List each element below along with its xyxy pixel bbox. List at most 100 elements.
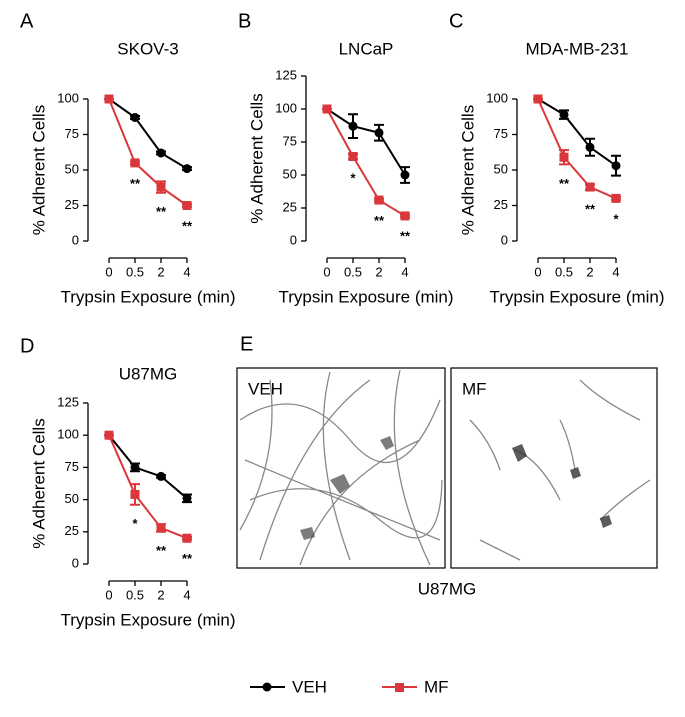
x-axis-label: Trypsin Exposure (min) — [278, 287, 453, 306]
y-tick-label: 25 — [283, 199, 297, 214]
x-tick-label: 0.5 — [126, 587, 144, 602]
x-tick-label: 2 — [157, 264, 164, 279]
point — [400, 170, 410, 180]
significance: ** — [182, 551, 193, 566]
point — [611, 193, 621, 203]
point — [156, 471, 166, 481]
y-tick-label: 0 — [72, 555, 79, 570]
point — [374, 128, 384, 138]
x-tick-label: 0 — [105, 264, 112, 279]
y-tick-label: 0 — [501, 232, 508, 247]
y-axis-label: % Adherent Cells — [29, 418, 48, 548]
x-axis-label: Trypsin Exposure (min) — [60, 287, 235, 306]
y-tick-label: 100 — [57, 90, 79, 105]
legend: VEH MF — [250, 677, 449, 696]
micrograph-veh — [236, 367, 446, 569]
x-tick-label: 0.5 — [344, 264, 362, 279]
x-tick-label: 0.5 — [126, 264, 144, 279]
series-line — [326, 108, 406, 176]
point — [156, 182, 166, 192]
x-tick-label: 0 — [323, 264, 330, 279]
panel-letter: B — [238, 10, 251, 32]
significance: ** — [400, 229, 411, 244]
x-tick-label: 2 — [586, 264, 593, 279]
significance: ** — [156, 204, 167, 219]
x-axis-label: Trypsin Exposure (min) — [489, 287, 664, 306]
point — [156, 148, 166, 158]
point — [156, 523, 166, 533]
y-tick-label: 25 — [494, 197, 508, 212]
point — [585, 142, 595, 152]
point — [104, 430, 114, 440]
series-line — [108, 434, 188, 500]
significance: ** — [374, 213, 385, 228]
significance: * — [350, 171, 356, 186]
legend-marker — [395, 683, 404, 692]
point — [182, 164, 192, 174]
x-tick-label: 2 — [157, 587, 164, 602]
series-line — [326, 108, 406, 217]
significance: ** — [182, 218, 193, 233]
image-label: MF — [462, 379, 487, 398]
legend-label: VEH — [292, 677, 327, 696]
point — [559, 110, 569, 120]
y-tick-label: 75 — [283, 133, 297, 148]
significance: ** — [130, 176, 141, 191]
y-axis-label: % Adherent Cells — [247, 93, 266, 223]
legend-marker — [262, 682, 272, 692]
panel-letter: C — [449, 10, 463, 32]
chart-title: U87MG — [119, 364, 178, 383]
y-axis-label: % Adherent Cells — [458, 105, 477, 235]
series-line — [537, 98, 617, 167]
image-caption: U87MG — [418, 579, 477, 598]
point — [348, 152, 358, 162]
significance: ** — [156, 543, 167, 558]
point — [182, 493, 192, 503]
y-tick-label: 50 — [65, 161, 79, 176]
chart-title: SKOV-3 — [117, 39, 178, 58]
point — [400, 211, 410, 221]
point — [559, 152, 569, 162]
y-tick-label: 125 — [275, 67, 297, 82]
point — [130, 462, 140, 472]
y-tick-label: 100 — [486, 90, 508, 105]
chart-title: MDA-MB-231 — [526, 39, 629, 58]
legend-label: MF — [424, 677, 449, 696]
y-tick-label: 50 — [494, 161, 508, 176]
y-tick-label: 0 — [72, 232, 79, 247]
y-tick-label: 100 — [275, 100, 297, 115]
x-tick-label: 0 — [105, 587, 112, 602]
x-tick-label: 4 — [401, 264, 408, 279]
x-tick-label: 2 — [375, 264, 382, 279]
series-line — [108, 98, 188, 170]
point — [182, 533, 192, 543]
y-tick-label: 75 — [65, 126, 79, 141]
series-line — [108, 434, 188, 540]
x-tick-label: 4 — [183, 587, 190, 602]
significance: ** — [585, 201, 596, 216]
image-label: VEH — [248, 379, 283, 398]
significance: * — [132, 516, 138, 531]
y-axis-label: % Adherent Cells — [29, 105, 48, 235]
y-tick-label: 75 — [494, 126, 508, 141]
point — [130, 489, 140, 499]
significance: ** — [559, 176, 570, 191]
x-tick-label: 4 — [183, 264, 190, 279]
point — [104, 94, 114, 104]
y-tick-label: 50 — [65, 491, 79, 506]
point — [348, 121, 358, 131]
chart-title: LNCaP — [339, 39, 394, 58]
micrograph-mf — [450, 367, 658, 569]
point — [533, 94, 543, 104]
x-axis-label: Trypsin Exposure (min) — [60, 610, 235, 629]
panel-letter: A — [20, 10, 34, 32]
point — [374, 195, 384, 205]
panel-letter: E — [240, 333, 253, 355]
x-tick-label: 4 — [612, 264, 619, 279]
point — [130, 112, 140, 122]
panel-letter: D — [20, 335, 34, 357]
y-tick-label: 25 — [65, 197, 79, 212]
y-tick-label: 75 — [65, 459, 79, 474]
point — [182, 201, 192, 210]
series-line — [537, 98, 617, 200]
